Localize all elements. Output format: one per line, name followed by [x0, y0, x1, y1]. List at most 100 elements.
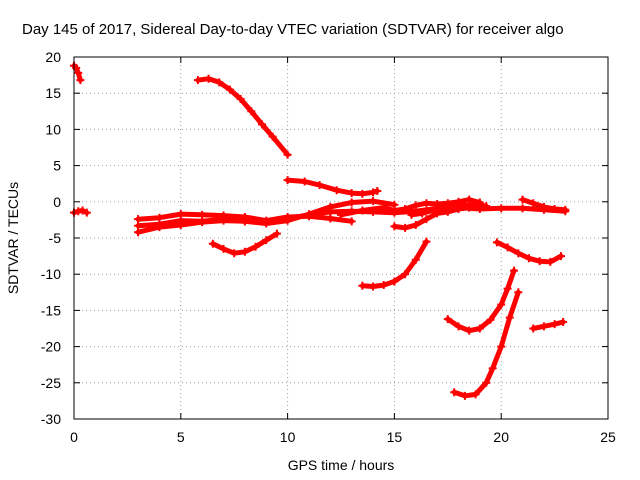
data-point — [546, 257, 555, 266]
data-point — [471, 390, 480, 399]
x-axis-label: GPS time / hours — [288, 457, 395, 473]
data-point — [561, 205, 570, 214]
data-point — [134, 215, 143, 224]
data-point — [411, 220, 420, 229]
data-point — [488, 364, 497, 373]
y-tick-label: 0 — [53, 194, 61, 210]
data-point — [411, 201, 420, 210]
data-point — [422, 215, 431, 224]
data-point — [443, 315, 452, 324]
data-point — [539, 322, 548, 331]
data-point — [369, 188, 378, 197]
data-point — [486, 315, 495, 324]
data-point — [550, 205, 559, 214]
data-point — [215, 78, 224, 87]
data-point — [300, 177, 309, 186]
data-point — [219, 211, 228, 220]
data-point — [475, 324, 484, 333]
data-point — [379, 281, 388, 290]
x-tick-label: 0 — [70, 429, 78, 445]
data-point — [240, 247, 249, 256]
data-point — [422, 199, 431, 208]
data-series — [70, 61, 570, 400]
data-point — [358, 281, 367, 290]
data-point — [529, 324, 538, 333]
y-tick-label: 5 — [53, 158, 61, 174]
data-point — [225, 85, 234, 94]
data-point — [283, 150, 292, 159]
data-point — [492, 238, 501, 247]
data-point — [236, 94, 245, 103]
series-arc-13 — [445, 268, 517, 334]
data-point — [74, 68, 83, 77]
y-tick-label: -15 — [41, 302, 61, 318]
y-tick-label: 10 — [45, 121, 61, 137]
data-point — [514, 249, 523, 258]
x-tick-label: 10 — [280, 429, 296, 445]
data-point — [465, 195, 474, 204]
data-point — [176, 210, 185, 219]
data-point — [369, 282, 378, 291]
data-point — [401, 205, 410, 214]
data-point — [505, 313, 514, 322]
x-tick-label: 20 — [493, 429, 509, 445]
data-point — [208, 239, 217, 248]
data-point — [454, 322, 463, 331]
y-tick-label: -25 — [41, 375, 61, 391]
data-point — [503, 243, 512, 252]
data-point — [539, 202, 548, 211]
data-point — [422, 237, 431, 246]
data-point — [72, 63, 81, 72]
data-point — [262, 216, 271, 225]
data-point — [482, 378, 491, 387]
data-point — [155, 223, 164, 232]
data-point — [326, 202, 335, 211]
data-point — [176, 220, 185, 229]
data-point — [518, 204, 527, 213]
grid-lines — [74, 57, 608, 419]
data-point — [497, 300, 506, 309]
data-point — [379, 203, 388, 212]
data-point — [155, 213, 164, 222]
data-point — [326, 214, 335, 223]
data-point — [428, 206, 437, 215]
data-point — [198, 218, 207, 227]
data-point — [247, 107, 256, 116]
data-point — [134, 228, 143, 237]
data-point — [76, 76, 85, 85]
data-point — [262, 236, 271, 245]
data-point — [514, 288, 523, 297]
data-point — [347, 189, 356, 198]
x-tick-label: 5 — [177, 429, 185, 445]
data-point — [390, 277, 399, 286]
x-tick-label: 15 — [387, 429, 403, 445]
data-point — [439, 203, 448, 212]
data-point — [390, 206, 399, 215]
data-point — [390, 222, 399, 231]
data-point — [471, 200, 480, 209]
data-point — [332, 186, 341, 195]
data-point — [450, 388, 459, 397]
data-point — [272, 229, 281, 238]
series-arc-1 — [71, 63, 83, 83]
data-point — [529, 199, 538, 208]
data-point — [401, 223, 410, 232]
data-point — [460, 201, 469, 210]
data-point — [557, 252, 566, 261]
data-point — [518, 195, 527, 204]
data-point — [257, 120, 266, 129]
data-point — [559, 317, 568, 326]
data-point — [193, 76, 202, 85]
data-point — [503, 284, 512, 293]
data-point — [240, 213, 249, 222]
data-point — [450, 202, 459, 211]
data-point — [497, 342, 506, 351]
data-point — [407, 210, 416, 219]
data-point — [465, 326, 474, 335]
y-tick-label: -20 — [41, 339, 61, 355]
data-point — [198, 210, 207, 219]
y-tick-label: 15 — [45, 85, 61, 101]
data-point — [497, 204, 506, 213]
data-point — [337, 210, 345, 219]
data-point — [482, 202, 491, 211]
